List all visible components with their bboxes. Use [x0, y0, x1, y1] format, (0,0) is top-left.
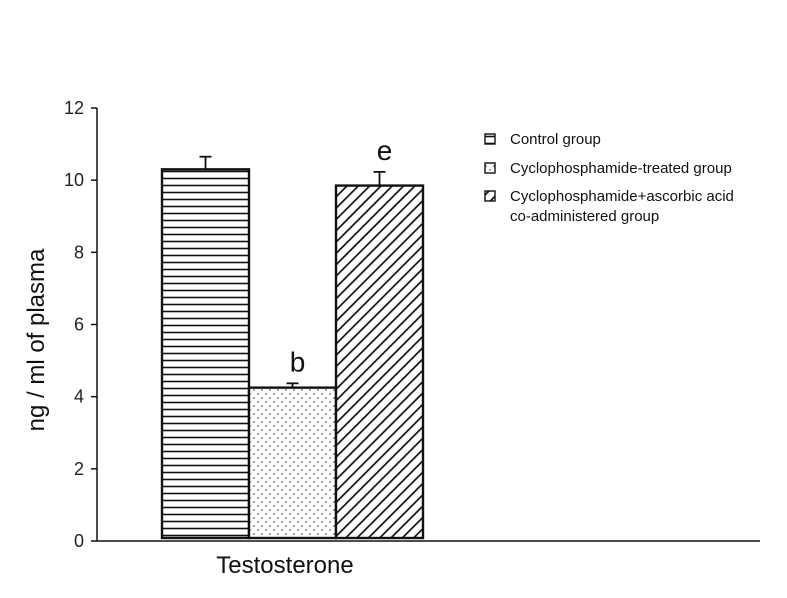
- legend-label: Cyclophosphamide-treated group: [510, 160, 732, 177]
- y-tick-label: 2: [74, 459, 84, 479]
- bar-2: [247, 386, 338, 540]
- y-tick-label: 0: [74, 531, 84, 551]
- legend-swatch: [484, 162, 496, 174]
- bar-1: [160, 168, 251, 540]
- bar-annotation: b: [290, 346, 306, 377]
- legend-swatch: [484, 133, 496, 145]
- y-axis-title: ng / ml of plasma: [23, 248, 50, 431]
- y-tick-label: 8: [74, 242, 84, 262]
- bar-3: [334, 184, 425, 540]
- bar-annotation: e: [377, 135, 393, 166]
- y-tick-label: 6: [74, 315, 84, 335]
- y-tick-label: 4: [74, 387, 84, 407]
- legend-swatch: [484, 190, 496, 202]
- legend-label: Cyclophosphamide+ascorbic acid: [510, 188, 734, 205]
- bars: [160, 168, 425, 540]
- legend: Control group Cyclophosphamide-treated gr…: [484, 131, 734, 225]
- y-tick-label: 12: [64, 98, 84, 118]
- legend-label: co-administered group: [510, 208, 659, 225]
- legend-label: Control group: [510, 131, 601, 148]
- x-category-label: Testosterone: [216, 552, 353, 579]
- annotations: be: [290, 135, 393, 377]
- y-tick-label: 10: [64, 170, 84, 190]
- y-ticks: 0 2 4 6 8 10 12: [64, 98, 97, 551]
- error-bars: [199, 155, 386, 388]
